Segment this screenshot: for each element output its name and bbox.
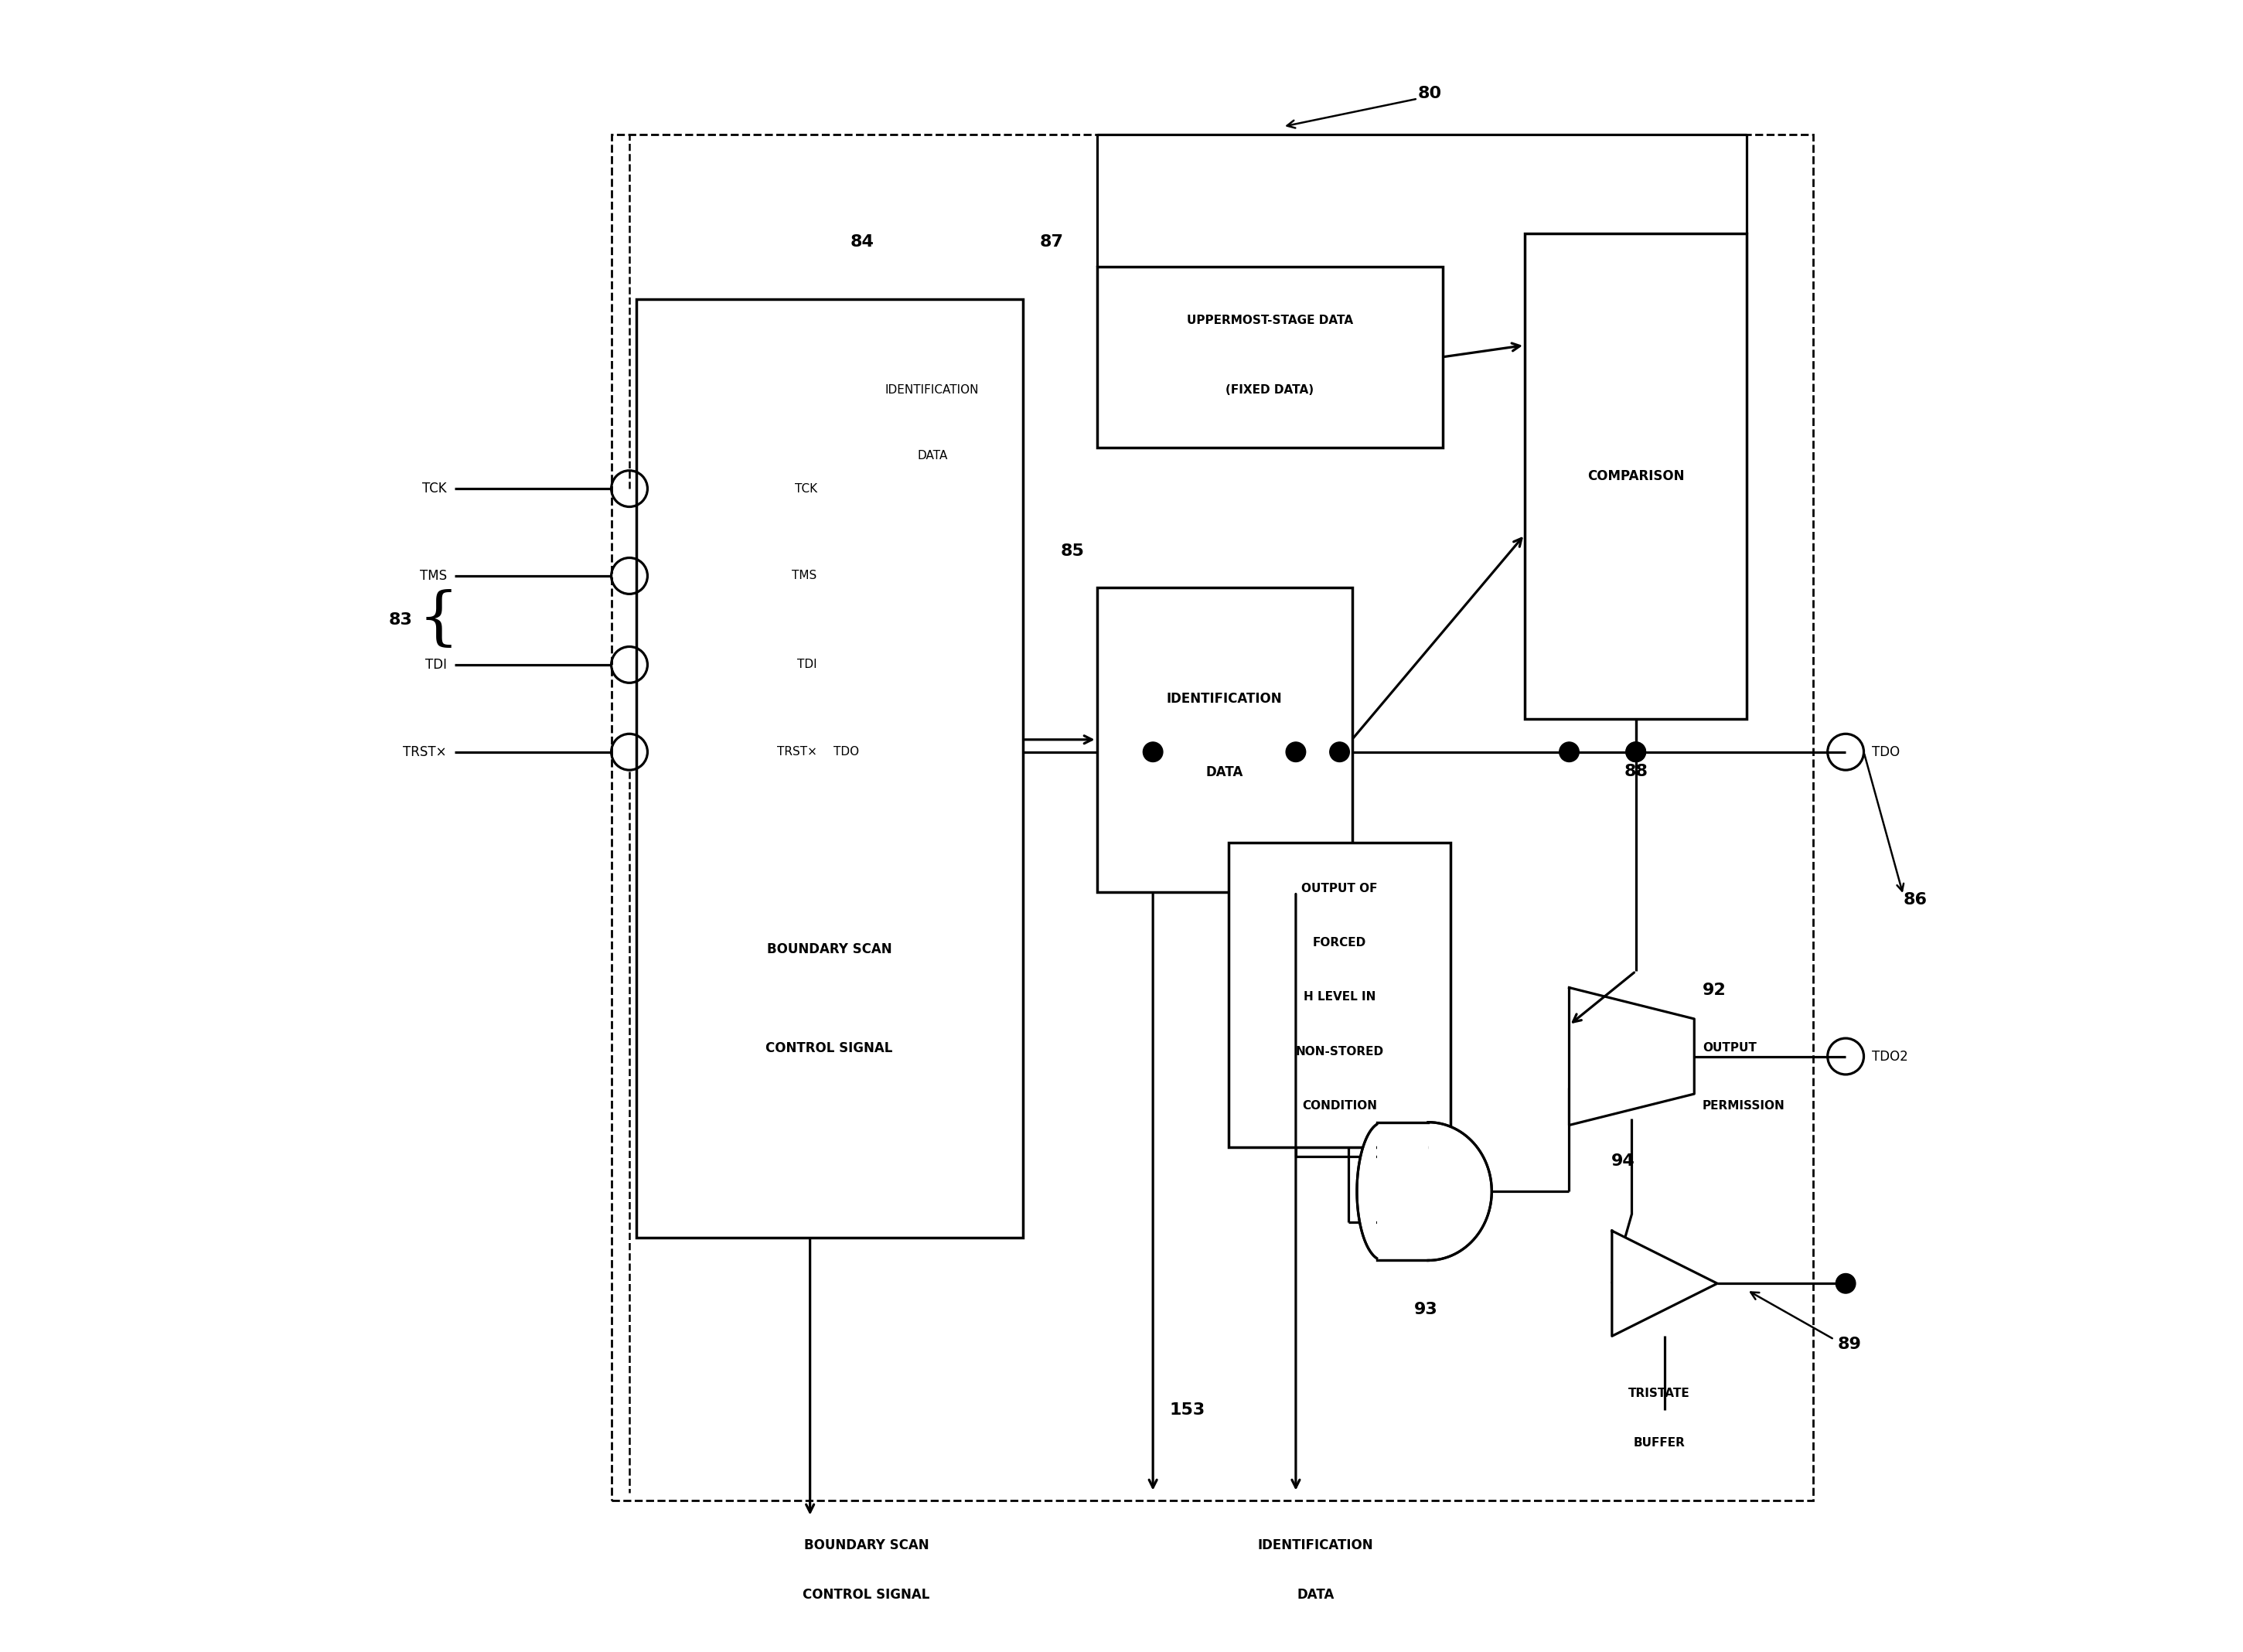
Text: 83: 83 — [388, 613, 413, 628]
Text: 93: 93 — [1413, 1302, 1438, 1318]
Text: DATA: DATA — [1207, 765, 1243, 780]
Text: CONDITION: CONDITION — [1303, 1100, 1377, 1112]
Text: UPPERMOST-STAGE DATA: UPPERMOST-STAGE DATA — [1187, 316, 1353, 327]
Text: 87: 87 — [1041, 235, 1063, 249]
Text: TDI: TDI — [796, 659, 816, 671]
Text: IDENTIFICATION: IDENTIFICATION — [886, 385, 980, 396]
Text: 84: 84 — [850, 235, 875, 249]
Text: 85: 85 — [1061, 544, 1083, 558]
Text: BOUNDARY SCAN: BOUNDARY SCAN — [803, 1538, 929, 1553]
Polygon shape — [1613, 1231, 1718, 1336]
Text: 89: 89 — [1837, 1336, 1862, 1351]
Text: 80: 80 — [1418, 86, 1442, 101]
Text: TMS: TMS — [419, 568, 446, 583]
Bar — [1229, 843, 1451, 1146]
Text: 88: 88 — [1624, 763, 1649, 780]
Bar — [1097, 266, 1442, 448]
Bar — [612, 135, 1812, 1500]
Text: 86: 86 — [1904, 892, 1927, 909]
Text: CONTROL SIGNAL: CONTROL SIGNAL — [803, 1588, 931, 1601]
Bar — [1525, 233, 1747, 719]
Bar — [1097, 588, 1353, 892]
Circle shape — [1144, 742, 1162, 762]
Text: TDO: TDO — [1873, 745, 1900, 758]
Text: BOUNDARY SCAN: BOUNDARY SCAN — [767, 942, 893, 957]
Text: TCK: TCK — [422, 482, 446, 496]
Text: IDENTIFICATION: IDENTIFICATION — [1166, 692, 1283, 705]
Text: {: { — [417, 590, 460, 651]
Polygon shape — [1357, 1122, 1492, 1260]
Text: TDI: TDI — [426, 657, 446, 672]
Text: OUTPUT: OUTPUT — [1702, 1042, 1756, 1054]
Circle shape — [1626, 742, 1646, 762]
Circle shape — [1626, 742, 1646, 762]
Text: TRST×: TRST× — [404, 745, 446, 758]
Text: FORCED: FORCED — [1312, 937, 1366, 948]
Text: 94: 94 — [1610, 1153, 1635, 1170]
Text: TDO: TDO — [834, 747, 859, 758]
Text: DATA: DATA — [1296, 1588, 1335, 1601]
Text: DATA: DATA — [917, 449, 947, 461]
Text: 153: 153 — [1169, 1403, 1204, 1417]
Text: H LEVEL IN: H LEVEL IN — [1303, 991, 1375, 1003]
Circle shape — [1330, 742, 1350, 762]
Text: PERMISSION: PERMISSION — [1702, 1100, 1785, 1112]
Text: TMS: TMS — [792, 570, 816, 582]
Bar — [637, 299, 1023, 1237]
Circle shape — [1285, 742, 1305, 762]
Circle shape — [1559, 742, 1579, 762]
Text: (FIXED DATA): (FIXED DATA) — [1225, 385, 1314, 396]
Text: 92: 92 — [1702, 983, 1727, 998]
Text: IDENTIFICATION: IDENTIFICATION — [1258, 1538, 1373, 1553]
Text: TCK: TCK — [794, 482, 816, 494]
Text: CONTROL SIGNAL: CONTROL SIGNAL — [765, 1041, 893, 1056]
Text: BUFFER: BUFFER — [1633, 1437, 1684, 1449]
Text: NON-STORED: NON-STORED — [1296, 1046, 1384, 1057]
Text: COMPARISON: COMPARISON — [1588, 469, 1684, 484]
Text: TRISTATE: TRISTATE — [1628, 1388, 1691, 1399]
Text: OUTPUT OF: OUTPUT OF — [1301, 882, 1377, 894]
Text: TRST×: TRST× — [776, 747, 816, 758]
Text: TDO2: TDO2 — [1873, 1049, 1909, 1064]
Polygon shape — [1570, 988, 1693, 1125]
Circle shape — [1835, 1274, 1855, 1294]
